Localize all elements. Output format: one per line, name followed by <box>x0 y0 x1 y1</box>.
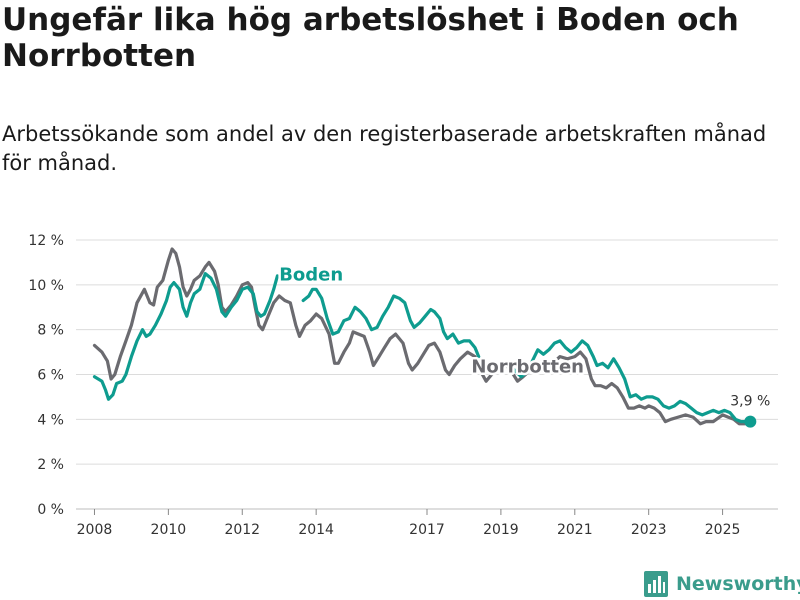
series-label-norrbotten: Norrbotten <box>471 356 584 377</box>
x-tick-label: 2012 <box>224 522 260 538</box>
x-tick-label: 2025 <box>705 522 741 538</box>
y-tick-label: 6 % <box>37 368 64 384</box>
page-title: Ungefär lika hög arbetslöshet i Boden oc… <box>2 2 739 74</box>
y-tick-label: 2 % <box>37 457 64 473</box>
newsworthy-logo-icon <box>644 571 668 597</box>
x-tick-label: 2019 <box>483 522 519 538</box>
x-tick-label: 2023 <box>631 522 667 538</box>
series-line-boden-1 <box>92 272 279 401</box>
x-tick-label: 2017 <box>409 522 445 538</box>
series-line-boden-3 <box>510 339 752 424</box>
y-tick-label: 4 % <box>37 412 64 428</box>
series-line-boden-2 <box>301 287 481 359</box>
x-tick-label: 2021 <box>557 522 593 538</box>
brand-name: Newsworthy <box>676 573 800 595</box>
x-tick-label: 2010 <box>151 522 187 538</box>
series-label-boden: Boden <box>279 264 343 285</box>
brand-logo: Newsworthy <box>644 568 800 600</box>
x-tick-label: 2008 <box>77 522 113 538</box>
y-tick-label: 10 % <box>28 278 64 294</box>
series-line-norrbotten-0 <box>92 247 752 426</box>
page-subtitle: Arbetssökande som andel av den registerb… <box>2 122 767 175</box>
y-tick-label: 8 % <box>37 323 64 339</box>
x-tick-label: 2014 <box>298 522 334 538</box>
end-point-label: 3,9 % <box>730 394 770 410</box>
y-tick-label: 0 % <box>37 502 64 518</box>
series-label-halo: Boden <box>279 264 343 285</box>
y-tick-label: 12 % <box>28 233 64 249</box>
series-label-halo: Norrbotten <box>471 356 584 377</box>
end-point-marker <box>744 415 757 428</box>
